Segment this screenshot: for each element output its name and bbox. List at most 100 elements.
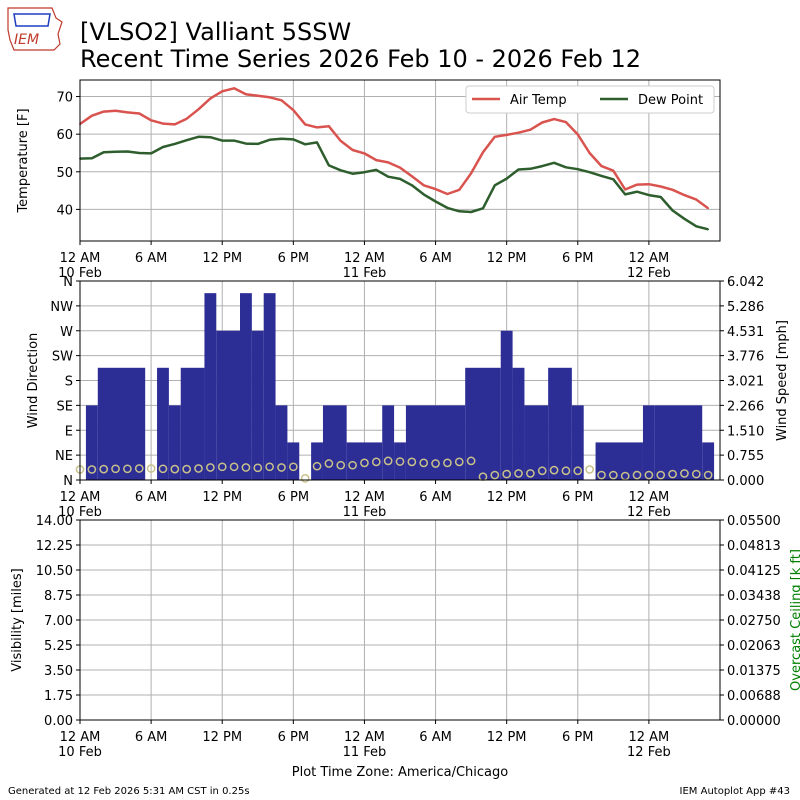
air-temp-point bbox=[446, 193, 449, 195]
wind-speed-marker bbox=[253, 463, 263, 473]
x-tick-label: 12 AM bbox=[344, 251, 385, 266]
wind-speed-marker bbox=[229, 462, 239, 472]
air-temp-point bbox=[114, 109, 117, 112]
dew-point-point bbox=[387, 175, 390, 178]
wind-direction-bar bbox=[654, 405, 703, 480]
dew-point-point bbox=[565, 166, 567, 169]
wind-direction-bar bbox=[311, 442, 323, 480]
speed-tick-label: 2.266 bbox=[727, 399, 764, 414]
visibility-tick-label: 14.00 bbox=[36, 514, 73, 529]
wind-direction-bar bbox=[548, 367, 572, 480]
air-temp-point bbox=[245, 93, 247, 96]
wind-speed-marker bbox=[277, 463, 286, 472]
dew-point-point bbox=[505, 177, 508, 180]
visibility-tick-label: 5.25 bbox=[44, 639, 73, 654]
wind-speed-marker bbox=[514, 469, 523, 478]
generated-text: Generated at 12 Feb 2026 5:31 AM CST in … bbox=[8, 786, 250, 797]
wind-speed-marker bbox=[182, 464, 192, 474]
x-tick-label: 12 AM bbox=[60, 490, 101, 505]
dew-point-point bbox=[256, 143, 259, 145]
wind-direction-bar bbox=[204, 293, 217, 480]
air-temp-line bbox=[79, 87, 709, 210]
wind-direction-bar bbox=[642, 405, 655, 480]
dew-point-point bbox=[351, 172, 354, 175]
dew-point-point bbox=[541, 165, 544, 168]
air-temp-point bbox=[529, 128, 532, 131]
wind-speed-marker bbox=[348, 460, 357, 470]
wind-speed-marker bbox=[549, 465, 559, 475]
y-axis-label: Wind Direction bbox=[26, 333, 41, 429]
ceiling-tick-label: 0.00688 bbox=[727, 689, 781, 704]
dew-point-point bbox=[470, 211, 473, 213]
wind-direction-bar bbox=[394, 442, 406, 480]
dew-point-point bbox=[280, 137, 283, 140]
wind-speed-marker bbox=[644, 470, 654, 480]
dew-point-point bbox=[671, 209, 674, 212]
dew-point-point bbox=[517, 168, 520, 171]
visibility-tick-label: 7.00 bbox=[44, 614, 73, 629]
x-tick-label: 12 PM bbox=[202, 730, 242, 745]
app-label: IEM Autoplot App #43 bbox=[680, 786, 790, 797]
air-temp-point bbox=[576, 133, 579, 136]
visibility-tick-label: 1.75 bbox=[44, 689, 73, 704]
air-temp-point bbox=[304, 123, 307, 126]
speed-tick-label: 3.021 bbox=[727, 375, 764, 390]
wind-speed-marker bbox=[111, 464, 120, 474]
dew-point-point bbox=[185, 139, 188, 142]
wind-direction-bar bbox=[571, 405, 584, 480]
wind-speed-marker bbox=[194, 464, 203, 473]
wind-speed-marker bbox=[170, 464, 180, 474]
timezone-label: Plot Time Zone: America/Chicago bbox=[292, 765, 508, 780]
dew-point-line bbox=[79, 135, 709, 231]
wind-speed-marker bbox=[443, 458, 452, 468]
air-temp-point bbox=[505, 134, 508, 136]
dew-point-point bbox=[553, 161, 555, 164]
wind-speed-marker bbox=[146, 464, 156, 473]
dew-point-point bbox=[410, 184, 413, 187]
dew-point-point bbox=[659, 196, 662, 198]
visibility-panel: 0.00 1.75 3.50 5.25 7.00 8.75 10.50 12.25 14.00 0… bbox=[10, 514, 800, 760]
wind-direction-bar bbox=[240, 293, 252, 480]
air-temp-point bbox=[173, 123, 176, 126]
x-tick-label: 12 AM bbox=[60, 251, 101, 266]
visibility-tick-label: 3.50 bbox=[44, 664, 73, 679]
wind-speed-marker bbox=[656, 470, 666, 480]
wind-direction-bar bbox=[465, 367, 501, 480]
air-temp-point bbox=[387, 161, 390, 164]
x-tick-label: 6 PM bbox=[278, 251, 309, 266]
air-temp-point bbox=[363, 152, 366, 155]
y2-axis-label: Wind Speed [mph] bbox=[775, 320, 790, 441]
air-temp-point bbox=[517, 131, 520, 134]
y-tick-label: 50 bbox=[56, 166, 73, 181]
wind-speed-marker bbox=[371, 457, 381, 467]
air-temp-point bbox=[482, 151, 484, 154]
wind-speed-marker bbox=[407, 457, 417, 467]
wind-speed-marker bbox=[265, 462, 274, 472]
dew-point-point bbox=[126, 150, 129, 153]
speed-tick-label: 0.755 bbox=[727, 449, 764, 464]
air-temp-point bbox=[351, 149, 354, 151]
speed-tick-label: 5.286 bbox=[727, 300, 764, 315]
wind-speed-marker bbox=[597, 470, 606, 480]
air-temp-point bbox=[683, 194, 686, 197]
wind-direction-bar bbox=[524, 405, 549, 480]
dew-point-point bbox=[114, 150, 117, 153]
air-temp-point bbox=[671, 188, 674, 191]
dew-point-point bbox=[707, 228, 710, 231]
x-tick-label: 12 AM bbox=[628, 251, 669, 266]
ceiling-tick-label: 0.05500 bbox=[727, 514, 781, 529]
x-tick-label: 6 AM bbox=[135, 490, 168, 505]
air-temp-point bbox=[209, 97, 212, 100]
dew-point-point bbox=[422, 193, 425, 196]
y-tick-label: 40 bbox=[56, 203, 73, 218]
ceiling-tick-label: 0.02063 bbox=[727, 639, 781, 654]
wind-speed-marker bbox=[691, 469, 701, 479]
visibility-tick-label: 0.00 bbox=[44, 714, 73, 729]
x-tick-date: 12 Feb bbox=[627, 505, 671, 520]
speed-tick-label: 0.000 bbox=[727, 474, 764, 489]
air-temp-point bbox=[138, 112, 141, 115]
dew-point-point bbox=[268, 138, 271, 141]
wind-speed-marker bbox=[526, 469, 535, 478]
dew-point-point bbox=[327, 164, 330, 167]
air-temp-point bbox=[233, 87, 235, 90]
